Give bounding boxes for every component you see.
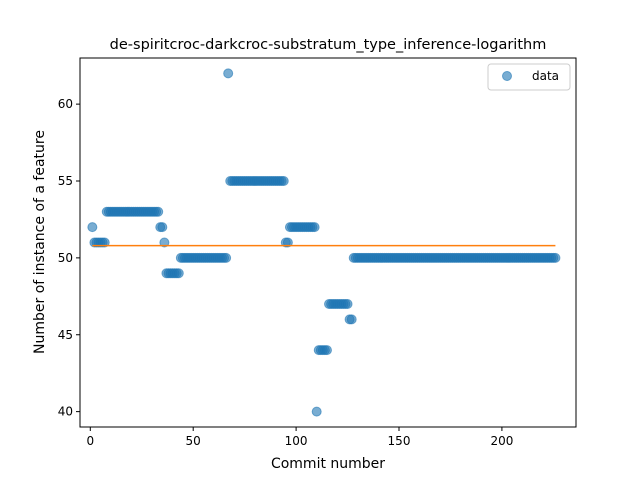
data-point (278, 176, 289, 186)
data-point (87, 222, 98, 233)
y-tick-label: 60 (58, 97, 73, 111)
x-tick-label: 100 (285, 434, 308, 448)
x-axis-label: Commit number (271, 456, 385, 472)
data-point (223, 68, 234, 79)
data-point (282, 237, 293, 248)
y-tick-label: 45 (58, 328, 73, 342)
plot-frame (79, 57, 577, 428)
legend-box (487, 63, 571, 91)
data-point (153, 206, 164, 217)
data-point (309, 222, 320, 233)
data-point (550, 252, 561, 263)
chart-title: de-spiritcroc-darkcroc-substratum_type_i… (110, 37, 547, 53)
x-tick-label: 200 (490, 434, 513, 448)
data-point (173, 268, 184, 279)
legend-label: data (532, 69, 559, 83)
x-tick-label: 150 (388, 434, 411, 448)
data-marks (87, 68, 561, 417)
x-tick-label: 0 (86, 434, 94, 448)
y-axis: 40 45 50 55 60 (58, 97, 80, 419)
data-point (157, 222, 168, 233)
data-point (342, 299, 353, 309)
plot-area (79, 57, 577, 428)
y-tick-label: 50 (58, 251, 73, 265)
x-axis: 0 50 100 150 200 (86, 427, 513, 448)
legend-marker (502, 71, 512, 81)
y-axis-label: Number of instance of a feature (32, 130, 48, 354)
data-point (99, 237, 110, 248)
x-tick-label: 50 (186, 434, 201, 448)
data-point (346, 314, 357, 325)
data-point (159, 237, 170, 248)
y-tick-label: 40 (58, 405, 73, 419)
data-point (221, 252, 232, 263)
y-tick-label: 55 (58, 174, 73, 188)
data-point (311, 406, 322, 417)
legend: data (487, 63, 571, 91)
data-point (321, 345, 332, 356)
